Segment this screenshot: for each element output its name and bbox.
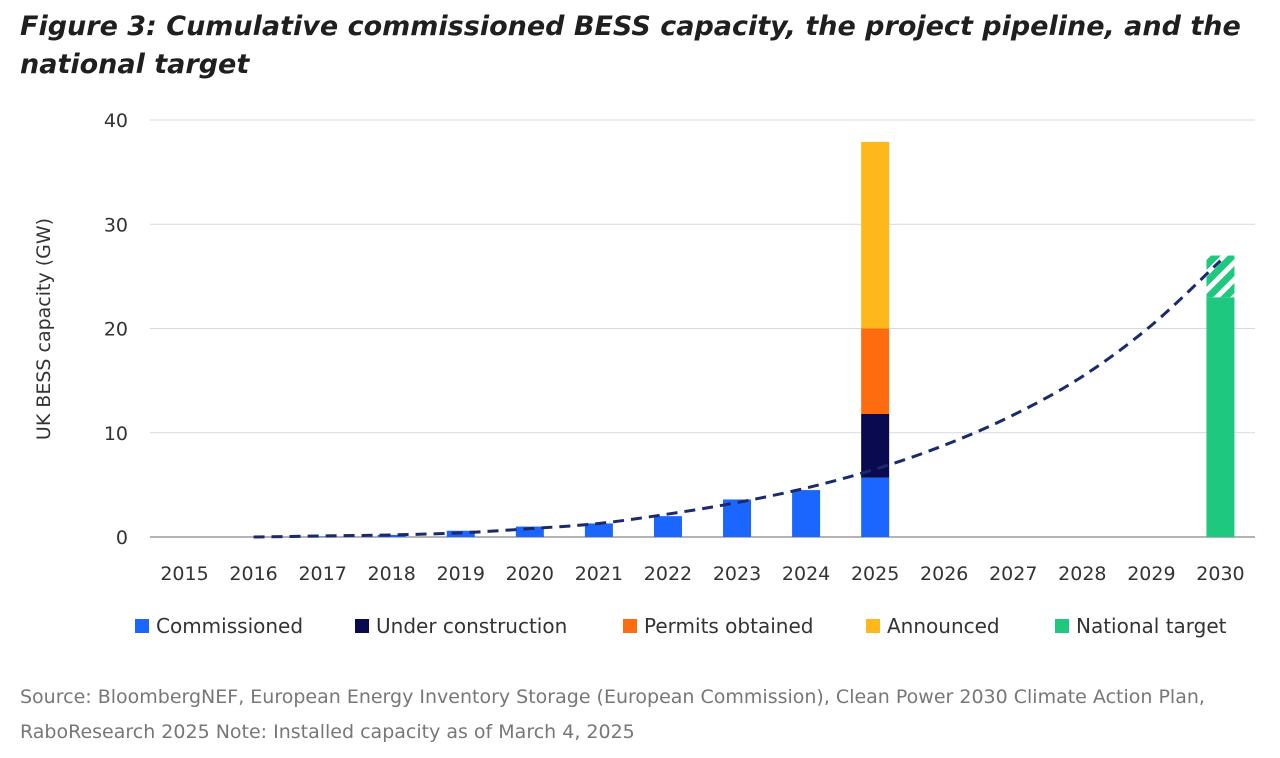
bar-permits-obtained (861, 328, 890, 414)
bars (308, 141, 1235, 537)
bar-under-construction (861, 413, 890, 478)
bar-commissioned (653, 516, 682, 537)
x-tick-label: 2027 (989, 563, 1037, 585)
bar-commissioned (377, 534, 406, 537)
legend-swatch (623, 619, 637, 633)
bar-national-target (1206, 297, 1235, 537)
x-tick-label: 2026 (920, 563, 968, 585)
y-tick-label: 40 (104, 110, 128, 132)
bar-commissioned (861, 477, 890, 537)
x-tick-label: 2030 (1196, 563, 1244, 585)
legend-label: Commissioned (156, 614, 303, 638)
x-tick-label: 2029 (1127, 563, 1175, 585)
legend-label: National target (1076, 614, 1227, 638)
chart-title: Figure 3: Cumulative commissioned BESS c… (20, 11, 1241, 80)
legend-swatch (866, 619, 880, 633)
x-tick-label: 2028 (1058, 563, 1106, 585)
bar-commissioned (584, 523, 613, 537)
trend-line (253, 259, 1222, 539)
x-tick-label: 2024 (782, 563, 830, 585)
x-tick-label: 2019 (437, 563, 485, 585)
x-tick-label: 2023 (713, 563, 761, 585)
source-note: Source: BloombergNEF, European Energy In… (20, 686, 1205, 743)
x-tick-label: 2020 (506, 563, 554, 585)
legend-swatch (1055, 619, 1069, 633)
legend-label: Announced (887, 614, 1000, 638)
y-axis-label: UK BESS capacity (GW) (33, 218, 55, 440)
y-tick-label: 10 (104, 423, 128, 445)
x-tick-label: 2022 (644, 563, 692, 585)
y-tick-label: 30 (104, 214, 128, 236)
y-tick-label: 20 (104, 319, 128, 341)
bar-commissioned (515, 526, 544, 537)
x-tick-label: 2025 (851, 563, 899, 585)
y-axis-ticks: 0 10 20 30 40 (104, 110, 128, 549)
x-axis-ticks: 2015 2016 2017 2018 2019 2020 2021 2022 2023 2024… (160, 563, 1244, 585)
x-tick-label: 2018 (368, 563, 416, 585)
legend-label: Permits obtained (644, 614, 813, 638)
legend-swatch (135, 619, 149, 633)
x-tick-label: 2017 (298, 563, 346, 585)
bar-announced (861, 141, 890, 329)
gridlines (150, 119, 1255, 538)
bar-commissioned (792, 490, 821, 537)
legend-swatch (355, 619, 369, 633)
x-tick-label: 2015 (160, 563, 208, 585)
x-tick-label: 2021 (575, 563, 623, 585)
x-tick-label: 2016 (229, 563, 277, 585)
bar-commissioned (308, 536, 337, 537)
y-tick-label: 0 (116, 527, 128, 549)
legend: Commissioned Under construction Permits ob… (135, 614, 1227, 638)
legend-label: Under construction (376, 614, 567, 638)
